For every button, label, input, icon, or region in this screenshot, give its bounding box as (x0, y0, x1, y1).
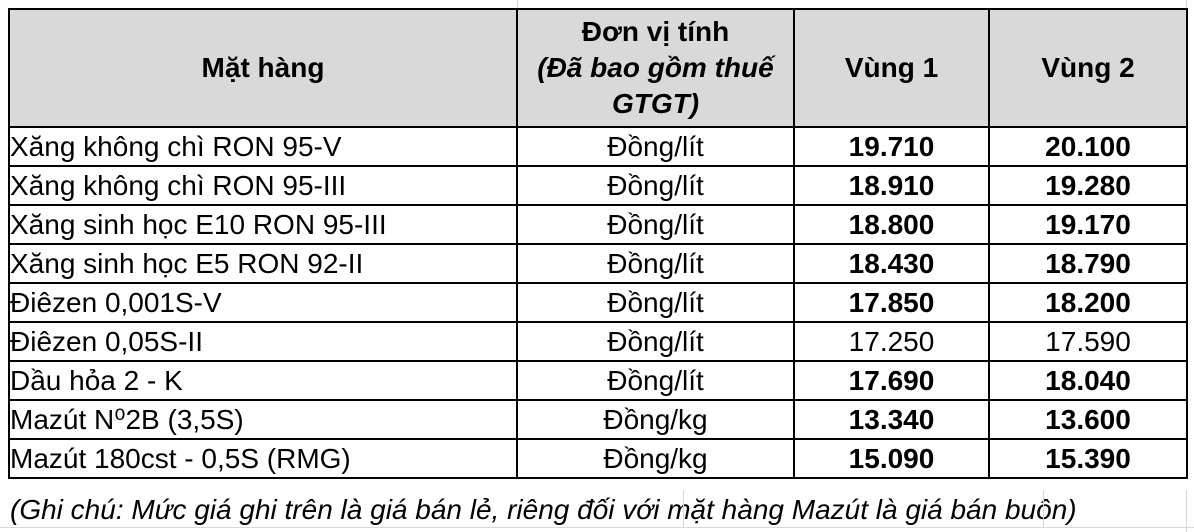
table-row: Mazút 180cst - 0,5S (RMG) Đồng/kg 15.090… (8, 438, 1188, 479)
table-row: Dầu hỏa 2 - K Đồng/lít 17.690 18.040 (8, 360, 1188, 401)
unit-value: Đồng/lít (516, 243, 795, 284)
gridline (0, 527, 1194, 528)
table-row: Điêzen 0,001S-V Đồng/lít 17.850 18.200 (8, 282, 1188, 323)
gridline (1043, 490, 1044, 527)
product-name: Điêzen 0,05S-II (8, 321, 518, 362)
region1-price: 19.710 (793, 126, 990, 167)
column-header-product-label: Mặt hàng (201, 52, 325, 83)
region1-price: 13.340 (793, 399, 990, 440)
unit-value: Đồng/lít (516, 165, 795, 206)
gridline (1186, 0, 1187, 8)
product-name: Xăng không chì RON 95-V (8, 126, 518, 167)
gridline (517, 0, 518, 8)
region2-price: 19.170 (988, 204, 1188, 245)
region1-price: 18.430 (793, 243, 990, 284)
unit-value: Đồng/lít (516, 282, 795, 323)
product-name: Dầu hỏa 2 - K (8, 360, 518, 401)
product-name: Mazút 180cst - 0,5S (RMG) (8, 438, 518, 479)
gridline (683, 490, 684, 527)
unit-value: Đồng/lít (516, 360, 795, 401)
column-header-region2-label: Vùng 2 (1041, 52, 1135, 83)
table-row: Xăng sinh học E5 RON 92-II Đồng/lít 18.4… (8, 243, 1188, 284)
region2-price: 19.280 (988, 165, 1188, 206)
column-header-region1: Vùng 1 (793, 8, 990, 128)
table-body: Xăng không chì RON 95-V Đồng/lít 19.710 … (8, 126, 1188, 479)
fuel-price-table: Mặt hàng Đơn vị tính (Đã bao gồm thuế GT… (8, 8, 1188, 479)
unit-value: Đồng/lít (516, 321, 795, 362)
unit-value: Đồng/lít (516, 204, 795, 245)
table-row: Mazút N⁰2B (3,5S) Đồng/kg 13.340 13.600 (8, 399, 1188, 440)
table-row: Xăng không chì RON 95-V Đồng/lít 19.710 … (8, 126, 1188, 167)
footnote: (Ghi chú: Mức giá ghi trên là giá bán lẻ… (10, 494, 1077, 525)
region2-price: 18.040 (988, 360, 1188, 401)
column-header-unit: Đơn vị tính (Đã bao gồm thuế GTGT) (516, 8, 795, 128)
column-header-product: Mặt hàng (8, 8, 518, 128)
table-row: Xăng không chì RON 95-III Đồng/lít 18.91… (8, 165, 1188, 206)
column-header-unit-label: Đơn vị tính (581, 16, 730, 47)
unit-value: Đồng/kg (516, 399, 795, 440)
region2-price: 20.100 (988, 126, 1188, 167)
product-name: Xăng sinh học E10 RON 95-III (8, 204, 518, 245)
region1-price: 15.090 (793, 438, 990, 479)
region1-price: 17.850 (793, 282, 990, 323)
region1-price: 18.800 (793, 204, 990, 245)
product-name: Xăng không chì RON 95-III (8, 165, 518, 206)
column-header-region1-label: Vùng 1 (844, 52, 939, 83)
region2-price: 18.790 (988, 243, 1188, 284)
region2-price: 18.200 (988, 282, 1188, 323)
table-row: Điêzen 0,05S-II Đồng/lít 17.250 17.590 (8, 321, 1188, 362)
product-name: Xăng sinh học E5 RON 92-II (8, 243, 518, 284)
region2-price: 15.390 (988, 438, 1188, 479)
region1-price: 17.690 (793, 360, 990, 401)
region1-price: 18.910 (793, 165, 990, 206)
table-row: Xăng sinh học E10 RON 95-III Đồng/lít 18… (8, 204, 1188, 245)
product-name: Mazút N⁰2B (3,5S) (8, 399, 518, 440)
column-header-unit-sublabel: (Đã bao gồm thuế GTGT) (537, 52, 774, 119)
table-header: Mặt hàng Đơn vị tính (Đã bao gồm thuế GT… (8, 8, 1188, 128)
product-name: Điêzen 0,001S-V (8, 282, 518, 323)
column-header-region2: Vùng 2 (988, 8, 1188, 128)
gridline (1186, 490, 1187, 532)
region2-price: 17.590 (988, 321, 1188, 362)
unit-value: Đồng/kg (516, 438, 795, 479)
unit-value: Đồng/lít (516, 126, 795, 167)
region2-price: 13.600 (988, 399, 1188, 440)
region1-price: 17.250 (793, 321, 990, 362)
